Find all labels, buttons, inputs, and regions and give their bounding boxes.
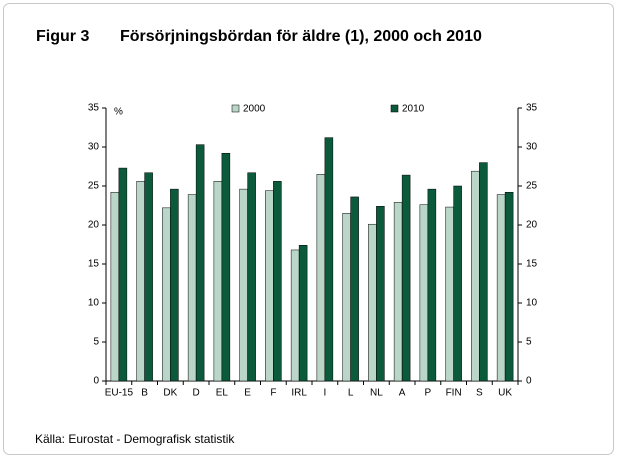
- bar: [393, 202, 403, 382]
- bar: [273, 181, 282, 382]
- bar: [445, 206, 454, 382]
- x-tick-label: NL: [370, 388, 383, 399]
- x-tick-label: IRL: [291, 388, 307, 399]
- bar: [110, 191, 120, 382]
- x-tick-label: D: [193, 388, 200, 399]
- legend-label: 2000: [243, 104, 266, 115]
- y2-tick-label: 25: [526, 181, 538, 192]
- y-tick-label: 30: [88, 142, 100, 153]
- legend-label: 2010: [402, 104, 425, 115]
- x-tick-label: FIN: [446, 388, 462, 399]
- bar: [170, 188, 179, 382]
- bar: [479, 162, 488, 382]
- bar: [265, 190, 274, 382]
- y-tick-label: 15: [88, 259, 100, 270]
- bar: [136, 181, 145, 382]
- y-tick-label: 10: [88, 298, 100, 309]
- bar: [213, 181, 223, 382]
- x-tick-label: UK: [498, 388, 512, 399]
- bar: [290, 249, 300, 382]
- y-tick-label: 5: [93, 337, 99, 348]
- x-tick-label: B: [141, 388, 148, 399]
- y2-tick-label: 30: [526, 142, 538, 153]
- y2-tick-label: 0: [526, 376, 532, 387]
- source: Källa: Eurostat - Demografisk statistik: [35, 432, 235, 446]
- bar: [316, 174, 326, 382]
- bar: [195, 144, 205, 382]
- y2-tick-label: 15: [526, 259, 538, 270]
- y2-tick-label: 35: [526, 103, 538, 114]
- legend-swatch: [390, 104, 399, 113]
- bar: [118, 167, 128, 382]
- bar: [298, 245, 308, 382]
- bar: [342, 213, 351, 382]
- y-tick-label: 25: [88, 181, 100, 192]
- bar: [162, 207, 171, 382]
- x-tick-label: EL: [216, 388, 229, 399]
- y-unit: %: [114, 107, 123, 118]
- bar: [504, 191, 514, 382]
- bar: [324, 137, 334, 382]
- x-tick-label: A: [399, 388, 406, 399]
- chart-title: Försörjningsbördan för äldre (1), 2000 o…: [120, 28, 482, 45]
- y2-tick-label: 20: [526, 220, 538, 231]
- bar: [221, 152, 231, 382]
- x-tick-label: L: [348, 388, 354, 399]
- bar: [247, 172, 256, 382]
- bar: [471, 170, 480, 382]
- x-tick-label: DK: [163, 388, 177, 399]
- y2-tick-label: 5: [526, 337, 532, 348]
- bar: [496, 194, 506, 382]
- figure-label: Figur 3: [36, 28, 89, 45]
- legend-swatch: [231, 104, 240, 113]
- bar: [401, 174, 411, 382]
- x-tick-label: S: [476, 388, 483, 399]
- bar: [419, 204, 429, 382]
- bar: [144, 172, 153, 382]
- x-tick-label: P: [425, 388, 432, 399]
- x-tick-label: F: [270, 388, 276, 399]
- bar: [376, 206, 385, 382]
- bar: [368, 223, 377, 382]
- bar: [453, 185, 462, 382]
- y-tick-label: 0: [93, 376, 99, 387]
- y-tick-label: 35: [88, 103, 100, 114]
- x-tick-label: EU-15: [105, 388, 134, 399]
- bar: [239, 188, 248, 382]
- bar: [350, 196, 359, 382]
- y2-tick-label: 10: [526, 298, 538, 309]
- bar: [187, 194, 197, 382]
- x-tick-label: I: [323, 388, 326, 399]
- y-tick-label: 20: [88, 220, 100, 231]
- bar: [427, 188, 437, 382]
- x-tick-label: E: [244, 388, 251, 399]
